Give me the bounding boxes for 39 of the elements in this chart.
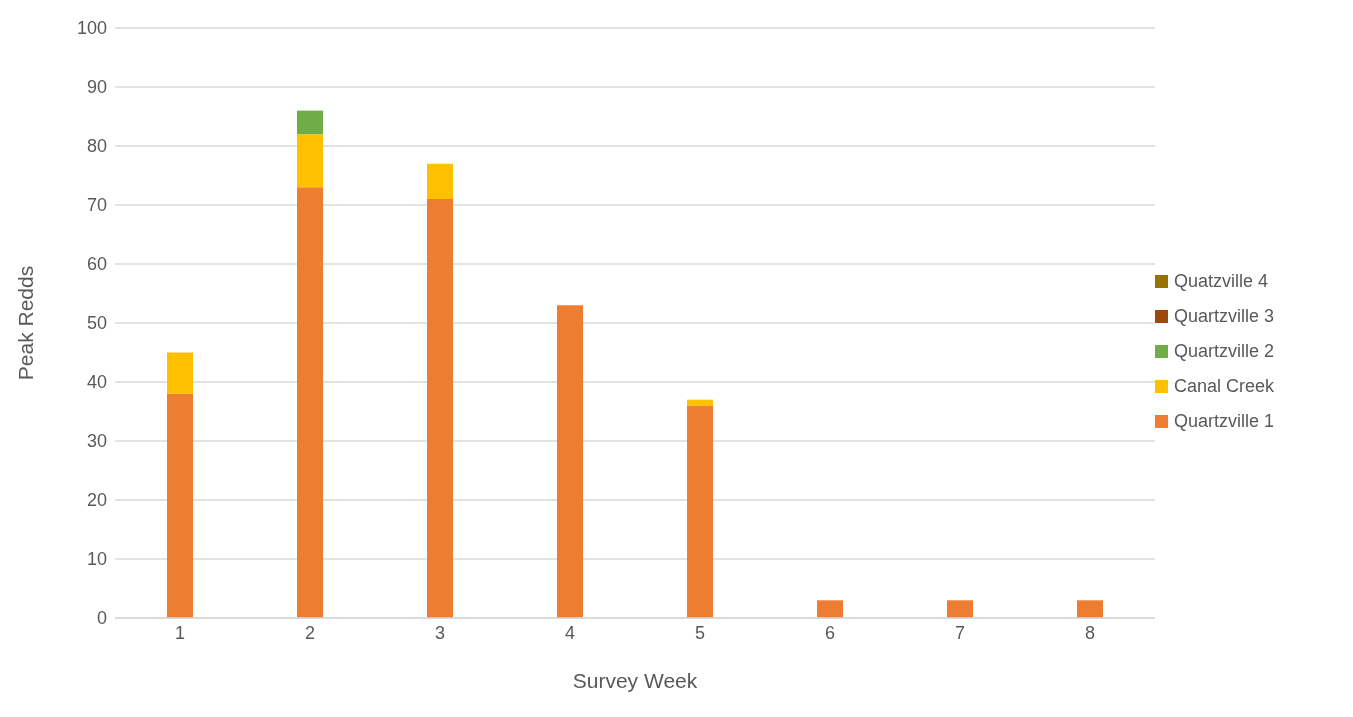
y-tick-label: 40: [86, 372, 107, 393]
y-tick-label: 50: [86, 313, 107, 334]
bar: [297, 187, 323, 618]
y-tick-label: 70: [86, 195, 107, 216]
bar: [557, 305, 583, 618]
y-tick-label: 60: [86, 254, 107, 275]
y-tick-label: 80: [86, 136, 107, 157]
bar: [947, 600, 973, 618]
bar: [167, 352, 193, 394]
x-tick-label: 8: [1084, 622, 1096, 643]
bar: [297, 134, 323, 188]
legend-label: Quartzville 2: [1174, 340, 1275, 362]
bar: [687, 405, 713, 618]
legend-label: Quatzville 4: [1174, 270, 1269, 292]
y-tick-label: 90: [86, 77, 107, 98]
x-tick-label: 7: [954, 622, 966, 643]
bar: [427, 199, 453, 618]
bar: [687, 399, 713, 406]
y-tick-label: 100: [76, 18, 107, 39]
legend-label: Canal Creek: [1174, 375, 1275, 397]
x-tick-label: 3: [434, 622, 446, 643]
bar: [427, 163, 453, 200]
x-tick-label: 6: [824, 622, 836, 643]
y-tick-label: 20: [86, 490, 107, 511]
x-tick-label: 4: [564, 622, 576, 643]
x-tick-label: 5: [694, 622, 706, 643]
y-tick-label: 30: [86, 431, 107, 452]
bar: [167, 393, 193, 618]
legend-label: Quartzville 3: [1174, 305, 1275, 327]
y-tick-label: 10: [86, 549, 107, 570]
bar: [1077, 600, 1103, 618]
y-tick-label: 0: [96, 608, 107, 629]
legend-label: Quartzville 1: [1174, 410, 1275, 432]
x-axis-title: Survey Week: [572, 669, 698, 692]
x-tick-label: 2: [304, 622, 316, 643]
bar: [817, 600, 843, 618]
bar: [297, 110, 323, 135]
x-tick-label: 1: [174, 622, 186, 643]
y-axis-title: Peak Redds: [14, 265, 38, 381]
